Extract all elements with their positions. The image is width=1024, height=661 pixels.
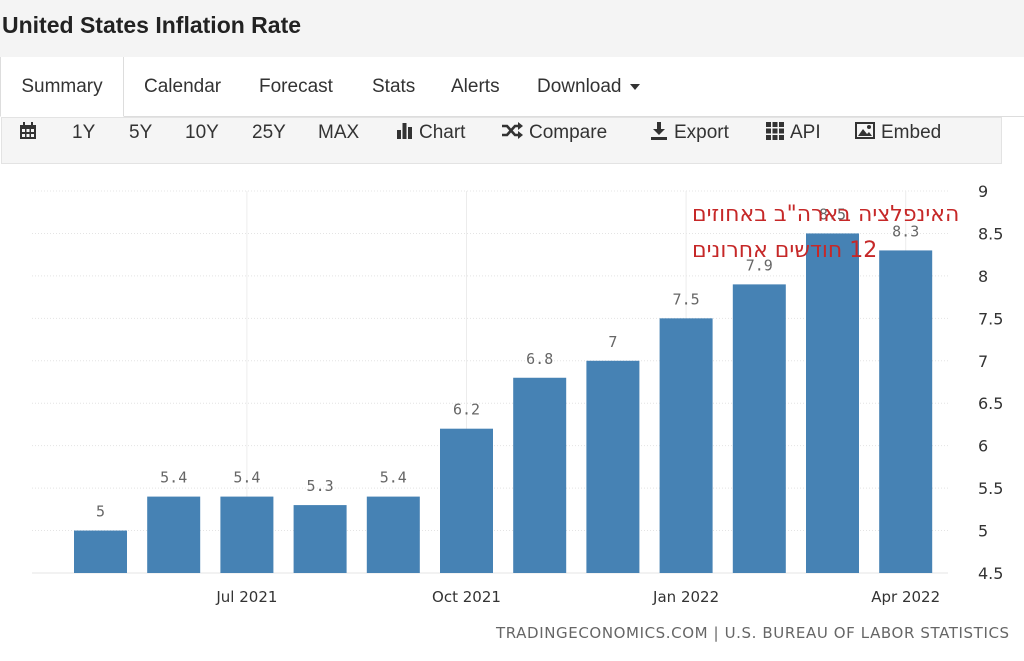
tab-summary-label: Summary [21, 76, 103, 97]
tab-bar: Summary Calendar Forecast Stats Alerts D… [0, 57, 1024, 117]
tab-stats-label: Stats [372, 76, 416, 97]
tab-stats[interactable]: Stats [372, 57, 415, 116]
bar [74, 530, 127, 573]
y-tick-label: 9 [978, 182, 988, 201]
title-bar: United States Inflation Rate [0, 0, 1024, 58]
data-label: 5.4 [160, 469, 187, 487]
compare-label: Compare [529, 122, 608, 143]
caret-down-icon [629, 83, 640, 90]
tab-alerts-label: Alerts [451, 76, 500, 97]
chart-button[interactable]: Chart [396, 118, 465, 163]
chart-toolbar: 1Y 5Y 10Y 25Y MAX Chart Compare Export A… [1, 117, 1002, 164]
source-credit: TRADINGECONOMICS.COM | U.S. BUREAU OF LA… [496, 624, 1010, 642]
bar [659, 318, 713, 573]
range-25y-button[interactable]: 25Y [252, 118, 286, 163]
data-label: 7.9 [746, 256, 773, 274]
x-axis: Jul 2021 Oct 2021 Jan 2022 Apr 2022 [215, 588, 940, 606]
download-icon [651, 121, 667, 140]
calendar-button[interactable] [19, 118, 43, 163]
y-tick-label: 5.5 [978, 479, 1003, 498]
y-axis: 4.5 5 5.5 6 6.5 7 7.5 8 8.5 9 [978, 182, 1003, 583]
y-tick-label: 4.5 [978, 564, 1003, 583]
calendar-icon [20, 121, 36, 139]
export-label: Export [674, 122, 729, 143]
y-tick-label: 7 [978, 352, 988, 371]
range-10y-button[interactable]: 10Y [185, 118, 219, 163]
bar-chart-icon [397, 123, 412, 140]
y-tick-label: 8 [978, 267, 988, 286]
bar [440, 428, 493, 573]
data-label: 8.5 [819, 205, 846, 223]
data-label: 7.5 [673, 290, 700, 308]
bar [366, 496, 420, 573]
annotation-line-1: האינפלציה בארה"ב באחוזים [692, 202, 959, 227]
y-tick-label: 7.5 [978, 309, 1003, 328]
range-5y-button[interactable]: 5Y [129, 118, 152, 163]
api-label: API [790, 122, 821, 143]
shuffle-icon [502, 122, 523, 140]
bar [806, 233, 859, 573]
data-label: 5.4 [233, 469, 260, 487]
range-1y-label: 1Y [72, 122, 96, 143]
tab-forecast-label: Forecast [259, 76, 333, 97]
bar [220, 496, 274, 573]
data-label: 8.3 [892, 222, 919, 240]
bar [732, 284, 786, 573]
tab-alerts[interactable]: Alerts [451, 57, 500, 116]
range-5y-label: 5Y [129, 122, 153, 143]
annotation-line-2: 12 חודשים אחרונים [692, 238, 877, 263]
data-label: 5.3 [307, 477, 334, 495]
api-button[interactable]: API [766, 118, 821, 163]
x-tick-label: Apr 2022 [871, 588, 940, 606]
range-max-label: MAX [318, 122, 360, 143]
compare-button[interactable]: Compare [501, 118, 607, 163]
data-label: 6.8 [526, 350, 553, 368]
bar [879, 250, 933, 573]
bar [586, 360, 640, 573]
data-label: 7 [608, 333, 617, 351]
tab-forecast[interactable]: Forecast [259, 57, 333, 116]
range-10y-label: 10Y [185, 122, 219, 143]
data-label: 5 [96, 503, 105, 521]
y-tick-label: 5 [978, 522, 988, 541]
x-tick-label: Jan 2022 [652, 588, 719, 606]
y-tick-label: 8.5 [978, 224, 1003, 243]
tab-download-label: Download [537, 76, 622, 97]
range-1y-button[interactable]: 1Y [72, 118, 95, 163]
x-tick-label: Jul 2021 [215, 588, 277, 606]
range-25y-label: 25Y [252, 122, 286, 143]
x-tick-label: Oct 2021 [432, 588, 501, 606]
bar [147, 496, 201, 573]
export-button[interactable]: Export [650, 118, 729, 163]
bar [293, 505, 347, 573]
embed-label: Embed [881, 122, 942, 143]
data-label: 5.4 [380, 469, 407, 487]
range-max-button[interactable]: MAX [318, 118, 359, 163]
page-title: United States Inflation Rate [2, 12, 302, 38]
bar [513, 377, 567, 573]
tab-download[interactable]: Download [537, 57, 640, 116]
y-tick-label: 6.5 [978, 394, 1003, 413]
y-tick-label: 6 [978, 437, 988, 456]
chart-label: Chart [419, 122, 466, 143]
embed-button[interactable]: Embed [855, 118, 941, 163]
tab-calendar[interactable]: Calendar [144, 57, 221, 116]
bars-layer [74, 233, 933, 573]
tab-summary[interactable]: Summary [0, 57, 124, 117]
inflation-bar-chart: 5 5.4 5.4 5.3 5.4 6.2 6.8 7 7.5 7.9 8.5 8.3 4.5 5 5.5… [32, 182, 1003, 606]
grid-icon [766, 121, 784, 140]
image-icon [855, 122, 875, 140]
data-labels-layer: 5 5.4 5.4 5.3 5.4 6.2 6.8 7 7.5 7.9 8.5 8.3 [96, 205, 919, 520]
data-label: 6.2 [453, 401, 480, 419]
tab-calendar-label: Calendar [144, 76, 222, 97]
